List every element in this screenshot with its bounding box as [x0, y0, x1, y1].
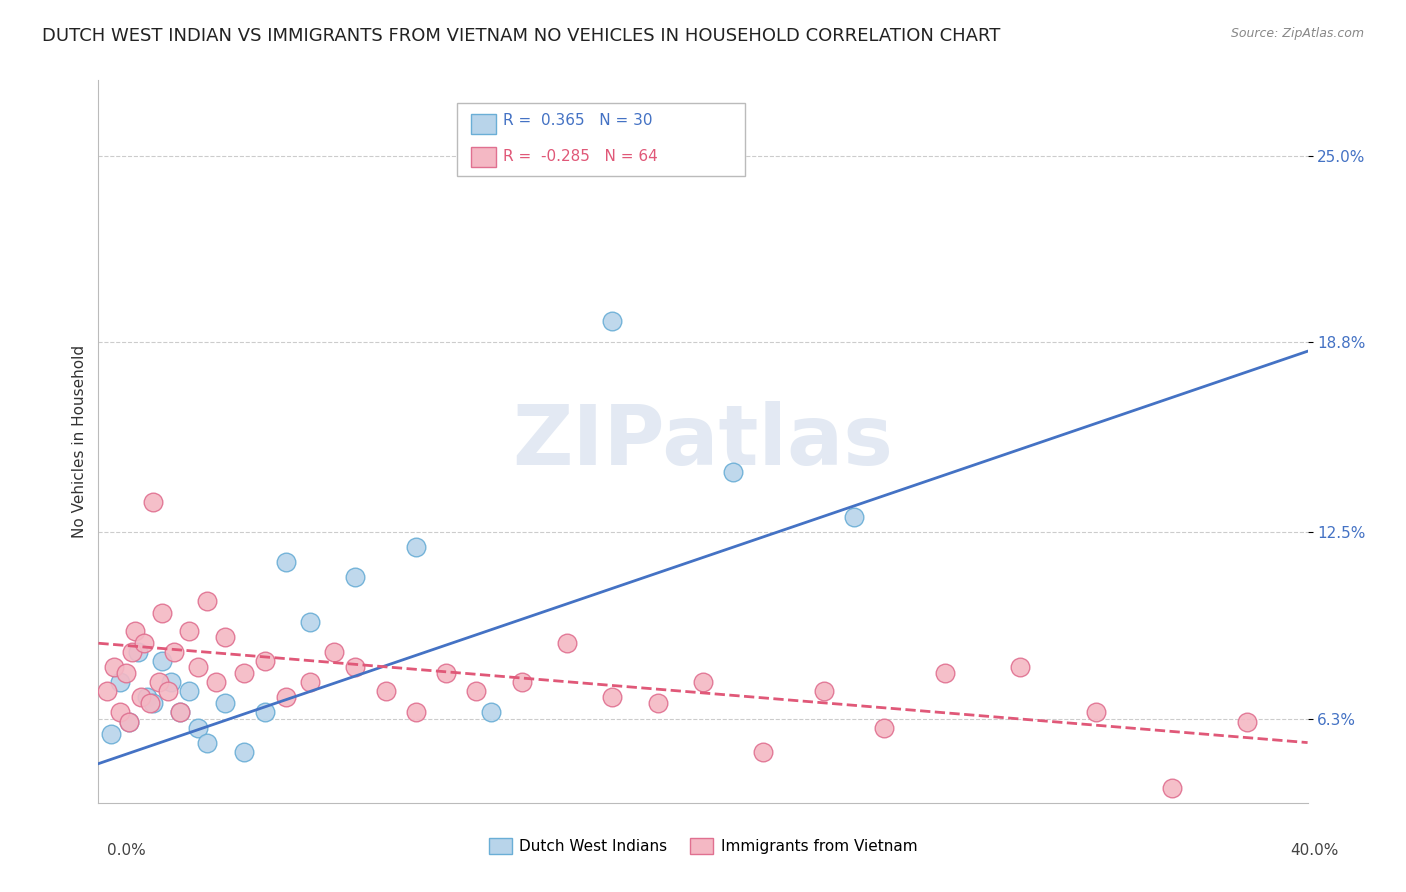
Point [96, 684, 118, 698]
Point [934, 666, 956, 681]
Point [169, 706, 191, 720]
Point [118, 714, 141, 729]
Point [124, 624, 146, 639]
Point [114, 666, 136, 681]
Point [232, 745, 254, 759]
Point [723, 465, 745, 479]
Point [274, 555, 297, 569]
Point [169, 706, 191, 720]
Point [602, 314, 624, 328]
Point [1236, 714, 1258, 729]
Point [127, 645, 149, 659]
Point [873, 721, 896, 735]
Point [156, 684, 179, 698]
Legend: Dutch West Indians, Immigrants from Vietnam: Dutch West Indians, Immigrants from Viet… [482, 832, 924, 860]
Point [405, 540, 427, 554]
Point [150, 654, 173, 668]
Point [150, 606, 173, 620]
Point [602, 690, 624, 705]
Point [813, 684, 835, 698]
Point [142, 697, 165, 711]
Point [179, 624, 201, 639]
Point [103, 660, 125, 674]
Text: R =  0.365   N = 30: R = 0.365 N = 30 [503, 113, 652, 128]
Point [132, 636, 155, 650]
Point [195, 594, 218, 608]
Point [160, 675, 183, 690]
Text: DUTCH WEST INDIAN VS IMMIGRANTS FROM VIETNAM NO VEHICLES IN HOUSEHOLD CORRELATIO: DUTCH WEST INDIAN VS IMMIGRANTS FROM VIE… [42, 27, 1001, 45]
Point [179, 684, 201, 698]
Point [434, 666, 457, 681]
Point [108, 675, 131, 690]
Point [253, 654, 276, 668]
Point [205, 675, 228, 690]
Point [163, 645, 186, 659]
Point [510, 675, 533, 690]
Point [299, 615, 322, 630]
Point [1160, 780, 1182, 795]
Text: R =  -0.285   N = 64: R = -0.285 N = 64 [503, 150, 658, 164]
Point [187, 721, 209, 735]
Point [195, 735, 218, 749]
Point [100, 726, 122, 740]
Point [405, 706, 427, 720]
Point [129, 690, 152, 705]
Text: Source: ZipAtlas.com: Source: ZipAtlas.com [1230, 27, 1364, 40]
Point [481, 706, 503, 720]
Point [323, 645, 346, 659]
Point [118, 714, 141, 729]
Point [121, 645, 143, 659]
Point [344, 570, 367, 584]
Point [148, 675, 170, 690]
Point [187, 660, 209, 674]
Point [135, 690, 157, 705]
Text: 0.0%: 0.0% [107, 843, 146, 858]
Text: ZIPatlas: ZIPatlas [513, 401, 893, 482]
Point [555, 636, 578, 650]
Point [1010, 660, 1032, 674]
Point [465, 684, 488, 698]
Point [1085, 706, 1108, 720]
Point [752, 745, 775, 759]
Point [253, 706, 276, 720]
Point [214, 697, 236, 711]
Point [374, 684, 396, 698]
Text: 40.0%: 40.0% [1291, 843, 1339, 858]
Point [214, 630, 236, 644]
Point [299, 675, 322, 690]
Point [274, 690, 297, 705]
Point [647, 697, 669, 711]
Point [692, 675, 714, 690]
Point [142, 494, 165, 508]
Point [844, 509, 866, 524]
Point [108, 706, 131, 720]
Point [139, 697, 162, 711]
Point [344, 660, 367, 674]
Y-axis label: No Vehicles in Household: No Vehicles in Household [72, 345, 87, 538]
Point [232, 666, 254, 681]
